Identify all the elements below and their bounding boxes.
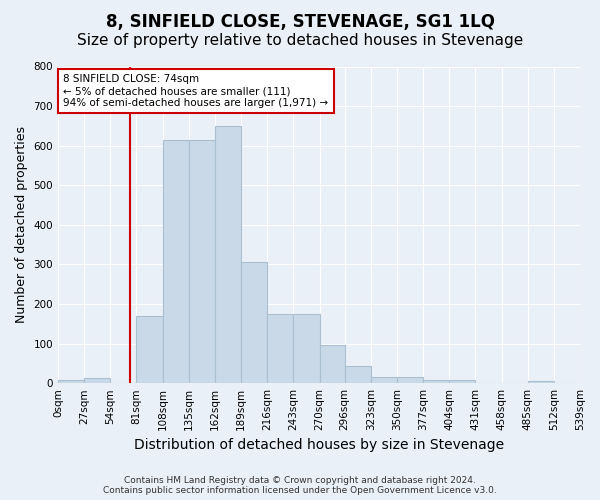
Bar bbox=[84, 378, 110, 383]
Text: 8 SINFIELD CLOSE: 74sqm
← 5% of detached houses are smaller (111)
94% of semi-de: 8 SINFIELD CLOSE: 74sqm ← 5% of detached… bbox=[63, 74, 328, 108]
Bar bbox=[528, 381, 554, 383]
Bar bbox=[136, 316, 163, 383]
Text: Contains HM Land Registry data © Crown copyright and database right 2024.
Contai: Contains HM Land Registry data © Crown c… bbox=[103, 476, 497, 495]
X-axis label: Distribution of detached houses by size in Stevenage: Distribution of detached houses by size … bbox=[134, 438, 504, 452]
Bar bbox=[397, 377, 423, 383]
Bar bbox=[344, 366, 371, 383]
Bar bbox=[58, 380, 84, 383]
Text: 8, SINFIELD CLOSE, STEVENAGE, SG1 1LQ: 8, SINFIELD CLOSE, STEVENAGE, SG1 1LQ bbox=[106, 12, 494, 30]
Bar bbox=[371, 377, 397, 383]
Bar bbox=[241, 262, 267, 383]
Bar bbox=[320, 345, 344, 383]
Bar bbox=[293, 314, 320, 383]
Bar bbox=[215, 126, 241, 383]
Text: Size of property relative to detached houses in Stevenage: Size of property relative to detached ho… bbox=[77, 32, 523, 48]
Y-axis label: Number of detached properties: Number of detached properties bbox=[15, 126, 28, 324]
Bar bbox=[267, 314, 293, 383]
Bar bbox=[449, 380, 475, 383]
Bar bbox=[423, 380, 449, 383]
Bar bbox=[163, 140, 189, 383]
Bar bbox=[189, 140, 215, 383]
